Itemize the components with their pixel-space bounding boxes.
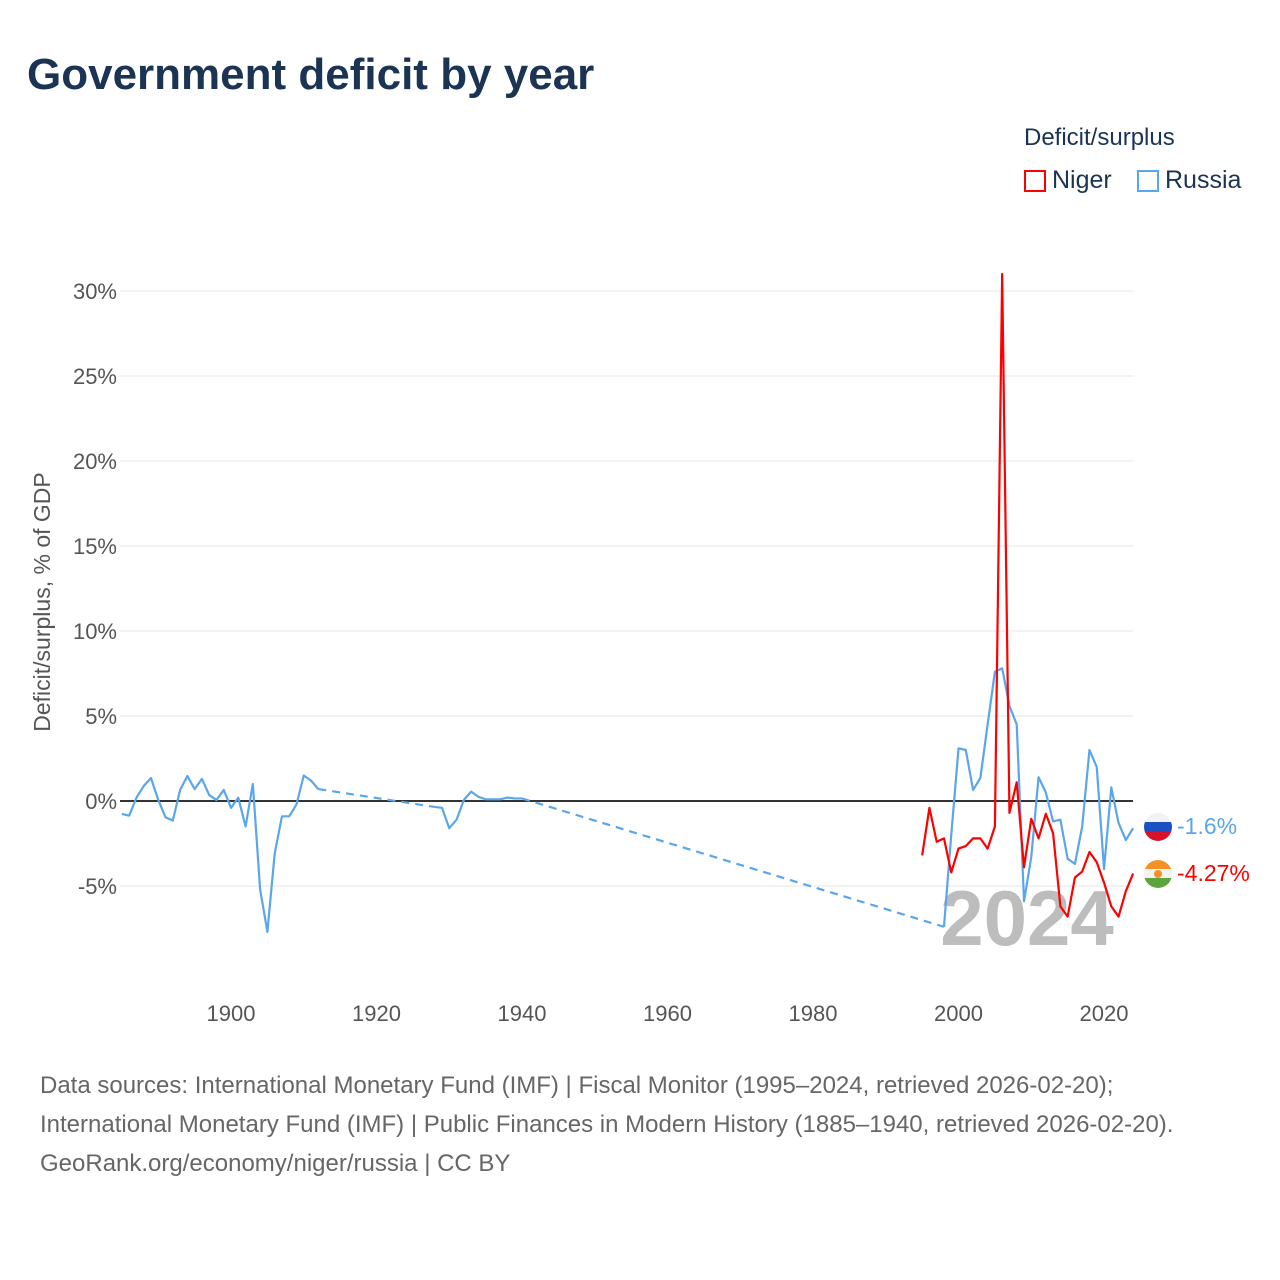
end-label-niger: -4.27%: [1177, 860, 1250, 886]
x-tick-label: 1980: [789, 1001, 838, 1026]
series-line-russia: [121, 774, 320, 934]
legend-title: Deficit/surplus: [1024, 124, 1175, 151]
legend-item-russia[interactable]: Russia: [1137, 166, 1241, 195]
flag-niger-icon: [1144, 860, 1172, 888]
series-line-niger: [921, 272, 1135, 918]
series-line-russia-gap: [318, 788, 435, 809]
x-tick-label: 1920: [352, 1001, 401, 1026]
x-tick-label: 2020: [1080, 1001, 1129, 1026]
x-tick-label: 1900: [207, 1001, 256, 1026]
legend-label: Niger: [1052, 166, 1112, 194]
legend-swatch-niger: [1024, 169, 1046, 192]
y-tick-label: 15%: [73, 534, 117, 559]
footer: Data sources: International Monetary Fun…: [40, 1066, 1250, 1183]
series-line-russia: [434, 790, 523, 830]
y-tick-label: 20%: [73, 449, 117, 474]
flag-russia-icon: [1144, 813, 1172, 841]
credit-link[interactable]: GeoRank.org/economy/niger/russia | CC BY: [40, 1150, 511, 1177]
data-sources: Data sources: International Monetary Fun…: [40, 1072, 1174, 1138]
legend-label: Russia: [1165, 166, 1242, 194]
y-tick-label: 5%: [85, 704, 117, 729]
y-axis-label: Deficit/surplus, % of GDP: [29, 472, 55, 731]
y-tick-label: 10%: [73, 619, 117, 644]
y-tick-label: 0%: [85, 789, 117, 814]
x-tick-label: 2000: [934, 1001, 983, 1026]
series-line-russia-gap: [521, 797, 945, 928]
end-label-russia: -1.6%: [1177, 813, 1237, 839]
legend-item-niger[interactable]: Niger: [1024, 166, 1112, 195]
y-tick-label: -5%: [78, 874, 117, 899]
x-tick-label: 1960: [643, 1001, 692, 1026]
legend-swatch-russia: [1137, 169, 1159, 192]
y-tick-label: 25%: [73, 364, 117, 389]
chart-title: Government deficit by year: [27, 50, 595, 99]
x-tick-label: 1940: [498, 1001, 547, 1026]
y-tick-label: 30%: [73, 279, 117, 304]
series-line-russia: [942, 667, 1135, 927]
